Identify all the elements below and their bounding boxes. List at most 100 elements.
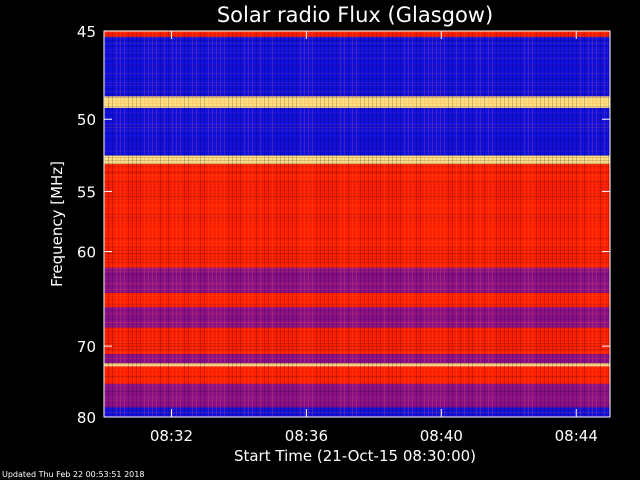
- texture-line: [104, 328, 610, 329]
- band-high: [104, 292, 610, 308]
- texture-column: [468, 31, 469, 417]
- texture-line: [104, 274, 610, 275]
- texture-line: [104, 160, 610, 161]
- texture-column: [380, 31, 381, 417]
- texture-line: [104, 373, 610, 374]
- texture-column: [460, 31, 461, 417]
- texture-line: [104, 148, 610, 149]
- y-tick-label: 60: [77, 244, 96, 262]
- texture-column: [256, 31, 257, 417]
- texture-column: [324, 31, 325, 417]
- texture-column: [236, 31, 237, 417]
- texture-line: [104, 67, 610, 68]
- texture-column: [264, 31, 265, 417]
- texture-line: [104, 304, 610, 305]
- texture-line: [104, 178, 610, 179]
- x-tick-label: 08:36: [285, 427, 328, 445]
- texture-column: [112, 31, 113, 417]
- texture-column: [448, 31, 449, 417]
- texture-line: [104, 163, 610, 164]
- texture-line: [104, 199, 610, 200]
- band-peak: [104, 155, 610, 165]
- texture-line: [104, 190, 610, 191]
- texture-line: [104, 133, 610, 134]
- texture-line: [104, 385, 610, 386]
- texture-line: [104, 52, 610, 53]
- texture-column: [240, 31, 241, 417]
- texture-line: [104, 262, 610, 263]
- texture-column: [284, 31, 285, 417]
- texture-line: [104, 166, 610, 167]
- texture-column: [372, 31, 373, 417]
- y-axis: 45 50 55 60 70 80: [77, 23, 610, 427]
- texture-line: [104, 337, 610, 338]
- texture-line: [104, 154, 610, 155]
- texture-column: [340, 31, 341, 417]
- x-axis: 08:32 08:36 08:40 08:44: [150, 31, 598, 445]
- texture-column: [272, 31, 273, 417]
- texture-column: [536, 31, 537, 417]
- texture-line: [104, 331, 610, 332]
- texture-line: [104, 109, 610, 110]
- band-high: [104, 327, 610, 355]
- texture-column: [516, 31, 517, 417]
- texture-column: [484, 31, 485, 417]
- x-tick-label: 08:32: [150, 427, 193, 445]
- texture-column: [408, 31, 409, 417]
- texture-line: [104, 232, 610, 233]
- texture-line: [104, 235, 610, 236]
- texture-column: [288, 31, 289, 417]
- texture-column: [472, 31, 473, 417]
- texture-line: [104, 205, 610, 206]
- texture-line: [104, 223, 610, 224]
- texture-line: [104, 340, 610, 341]
- texture-column: [368, 31, 369, 417]
- texture-line: [104, 49, 610, 50]
- texture-line: [104, 202, 610, 203]
- y-tick-label: 50: [77, 111, 96, 129]
- texture-column: [604, 31, 605, 417]
- texture-column: [304, 31, 305, 417]
- texture-column: [328, 31, 329, 417]
- texture-column: [336, 31, 337, 417]
- band-mid: [104, 267, 610, 293]
- texture-line: [104, 91, 610, 92]
- texture-line: [104, 76, 610, 77]
- y-tick-label: 45: [77, 23, 96, 41]
- texture-line: [104, 382, 610, 383]
- x-tick-label: 08:40: [420, 427, 463, 445]
- texture-column: [212, 31, 213, 417]
- texture-line: [104, 319, 610, 320]
- texture-column: [592, 31, 593, 417]
- y-axis-label: Frequency [MHz]: [48, 161, 66, 287]
- band-low: [104, 407, 610, 417]
- texture-line: [104, 406, 610, 407]
- texture-line: [104, 295, 610, 296]
- texture-line: [104, 322, 610, 323]
- texture-line: [104, 169, 610, 170]
- texture-line: [104, 127, 610, 128]
- y-tick-label: 80: [77, 409, 96, 427]
- texture-line: [104, 196, 610, 197]
- texture-line: [104, 361, 610, 362]
- texture-line: [104, 310, 610, 311]
- texture-line: [104, 40, 610, 41]
- texture-column: [404, 31, 405, 417]
- texture-column: [384, 31, 385, 417]
- texture-column: [492, 31, 493, 417]
- texture-line: [104, 175, 610, 176]
- texture-line: [104, 352, 610, 353]
- band-high: [104, 188, 610, 217]
- texture-line: [104, 106, 610, 107]
- texture-line: [104, 82, 610, 83]
- texture-column: [160, 31, 161, 417]
- texture-column: [332, 31, 333, 417]
- texture-line: [104, 346, 610, 347]
- texture-line: [104, 250, 610, 251]
- texture-line: [104, 79, 610, 80]
- texture-line: [104, 97, 610, 98]
- y-tick-label: 70: [77, 338, 96, 356]
- texture-column: [316, 31, 317, 417]
- texture-line: [104, 229, 610, 230]
- texture-line: [104, 34, 610, 35]
